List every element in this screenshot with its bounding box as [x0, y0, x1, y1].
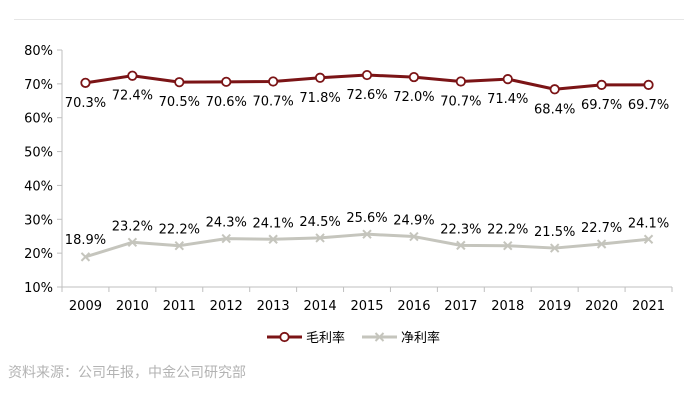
data-point-net-margin — [315, 233, 325, 243]
data-point-gross-margin — [80, 77, 91, 88]
data-label-net-margin: 24.1% — [252, 216, 293, 231]
data-label-gross-margin: 69.7% — [581, 98, 622, 113]
x-tick-label: 2016 — [397, 299, 430, 314]
legend-label-gross-margin: 毛利率 — [306, 330, 345, 346]
data-label-net-margin: 22.2% — [487, 223, 528, 238]
x-tick-label: 2018 — [491, 299, 524, 314]
data-point-gross-margin — [127, 70, 138, 81]
data-label-gross-margin: 70.7% — [440, 94, 481, 109]
data-label-gross-margin: 70.3% — [65, 96, 106, 111]
data-label-net-margin: 22.3% — [440, 222, 481, 237]
x-tick-label: 2020 — [585, 299, 618, 314]
data-point-net-margin — [409, 231, 419, 242]
data-point-gross-margin — [268, 76, 279, 87]
x-tick-label: 2014 — [304, 299, 337, 314]
data-point-gross-margin — [549, 84, 560, 95]
source-note: 资料来源：公司年报，中金公司研究部 — [8, 365, 246, 381]
legend-marker-net-margin — [374, 332, 385, 342]
data-label-gross-margin: 68.4% — [534, 102, 575, 117]
data-point-net-margin — [503, 240, 513, 251]
x-tick-label: 2011 — [163, 299, 196, 314]
y-tick-label: 70% — [24, 78, 53, 93]
data-label-gross-margin: 72.6% — [346, 88, 387, 103]
data-point-net-margin — [127, 237, 138, 248]
data-label-gross-margin: 70.6% — [206, 95, 247, 110]
data-point-net-margin — [174, 240, 185, 251]
data-point-gross-margin — [408, 71, 420, 83]
data-label-net-margin: 18.9% — [65, 233, 106, 248]
data-point-gross-margin — [314, 72, 326, 83]
data-label-gross-margin: 72.4% — [112, 89, 153, 104]
data-point-net-margin — [80, 252, 91, 262]
data-point-net-margin — [268, 234, 278, 244]
data-point-net-margin — [362, 229, 372, 239]
data-point-net-margin — [221, 233, 231, 244]
y-tick-label: 50% — [24, 146, 53, 161]
x-tick-label: 2012 — [210, 299, 243, 314]
data-point-gross-margin — [361, 69, 373, 81]
data-label-net-margin: 24.1% — [628, 216, 669, 231]
data-label-gross-margin: 70.5% — [159, 95, 200, 110]
x-tick-label: 2015 — [350, 299, 383, 314]
legend-label-net-margin: 净利率 — [401, 330, 440, 346]
data-label-net-margin: 24.3% — [206, 216, 247, 231]
data-point-gross-margin — [502, 74, 513, 85]
y-tick-label: 10% — [24, 281, 53, 296]
data-label-net-margin: 22.7% — [581, 221, 622, 236]
data-point-gross-margin — [221, 76, 232, 87]
data-label-net-margin: 25.6% — [346, 211, 387, 226]
data-point-gross-margin — [643, 79, 654, 90]
data-label-gross-margin: 69.7% — [628, 98, 669, 113]
data-point-gross-margin — [455, 76, 466, 87]
x-tick-label: 2013 — [257, 299, 290, 314]
y-tick-label: 80% — [24, 44, 53, 59]
data-point-net-margin — [549, 243, 560, 253]
data-label-net-margin: 24.9% — [393, 214, 434, 229]
data-label-net-margin: 22.2% — [159, 223, 200, 238]
legend-marker-gross-margin — [279, 331, 290, 343]
x-tick-label: 2010 — [116, 299, 149, 314]
data-label-gross-margin: 70.7% — [252, 94, 293, 109]
y-tick-label: 30% — [24, 213, 53, 228]
y-tick-label: 60% — [24, 112, 53, 127]
data-label-gross-margin: 71.4% — [487, 92, 528, 107]
data-label-gross-margin: 72.0% — [393, 90, 434, 105]
data-point-gross-margin — [596, 79, 607, 90]
data-label-gross-margin: 71.8% — [299, 91, 340, 106]
y-tick-label: 20% — [24, 247, 53, 262]
data-point-gross-margin — [174, 77, 185, 88]
data-point-net-margin — [643, 234, 654, 244]
x-tick-label: 2017 — [444, 299, 477, 314]
x-tick-label: 2019 — [538, 299, 571, 314]
top-divider — [14, 19, 684, 20]
x-tick-label: 2021 — [632, 299, 665, 314]
data-label-net-margin: 23.2% — [112, 219, 153, 234]
data-point-net-margin — [456, 240, 466, 251]
data-label-net-margin: 24.5% — [299, 215, 340, 230]
x-tick-label: 2009 — [69, 299, 102, 314]
data-label-net-margin: 21.5% — [534, 225, 575, 240]
data-point-net-margin — [596, 239, 607, 249]
y-tick-label: 40% — [24, 179, 53, 194]
